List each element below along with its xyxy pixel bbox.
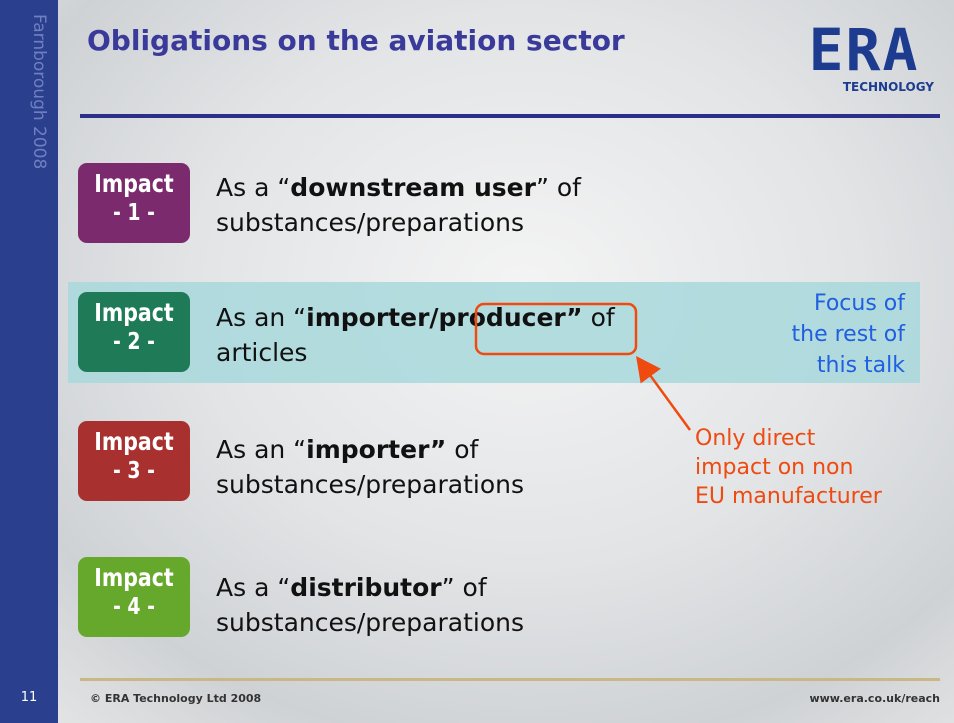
- copyright: © ERA Technology Ltd 2008: [90, 692, 261, 705]
- note-line: Only direct: [695, 424, 882, 453]
- slide: Farnborough 2008 11 Obligations on the a…: [0, 0, 954, 723]
- footer-url: www.era.co.uk/reach: [700, 692, 940, 705]
- note-line: EU manufacturer: [695, 482, 882, 511]
- footer-rule: [80, 678, 940, 681]
- arrow: [639, 360, 690, 430]
- highlight-box: [476, 304, 636, 354]
- note-line: impact on non: [695, 453, 882, 482]
- annotation-layer: [0, 0, 954, 723]
